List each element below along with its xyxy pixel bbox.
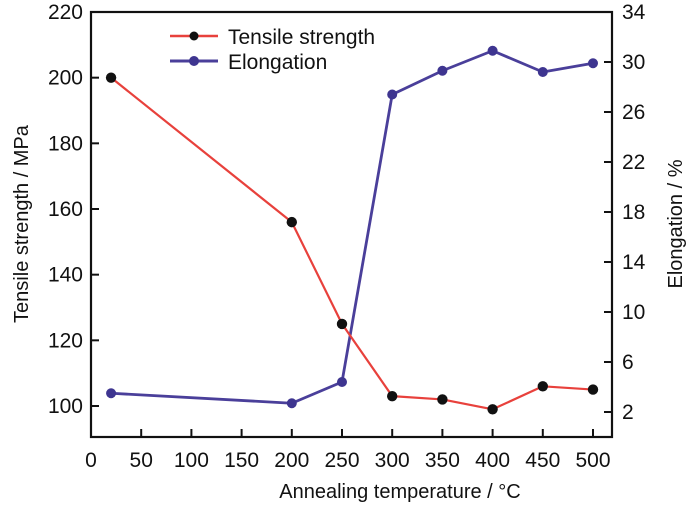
y-right-tick-label: 14	[622, 251, 646, 274]
y-right-tick-label: 10	[622, 301, 645, 324]
series-line-tensile-strength	[110, 76, 594, 411]
legend-label-tensile-strength: Tensile strength	[228, 26, 375, 49]
y-left-tick-label: 220	[48, 1, 83, 24]
data-point-tensile-strength	[387, 390, 398, 402]
y-left-axis-ticks: 100 120 140 160 180 200 220	[48, 1, 99, 418]
data-point-tensile-strength	[537, 381, 548, 392]
legend-label-elongation: Elongation	[228, 51, 327, 74]
legend-marker-elongation	[189, 56, 199, 66]
x-axis-title: Annealing temperature / °C	[279, 481, 520, 503]
legend-item-tensile-strength: Tensile strength	[170, 26, 375, 49]
x-tick-label: 250	[324, 449, 359, 472]
plot-area-border	[89, 10, 614, 439]
x-tick-label: 450	[525, 449, 560, 472]
x-tick-label: 0	[85, 449, 97, 472]
x-tick-label: 200	[274, 449, 309, 472]
x-tick-label: 400	[475, 449, 510, 472]
data-point-elongation	[588, 58, 598, 69]
data-point-tensile-strength	[437, 394, 448, 405]
y-left-tick-label: 200	[48, 67, 83, 90]
data-point-elongation	[337, 377, 347, 387]
data-point-elongation	[106, 388, 117, 399]
x-tick-label: 50	[130, 449, 153, 472]
y-right-tick-label: 34	[622, 1, 646, 24]
y-right-axis-title: Elongation / %	[665, 159, 687, 288]
data-point-tensile-strength	[487, 404, 498, 415]
x-tick-label: 350	[425, 449, 460, 472]
x-tick-label: 500	[575, 449, 610, 472]
data-point-elongation	[286, 398, 297, 409]
y-left-tick-label: 100	[48, 395, 83, 418]
series-tensile-strength	[105, 72, 599, 415]
y-right-tick-label: 30	[622, 51, 645, 74]
data-point-elongation	[537, 67, 548, 77]
y-left-axis-title: Tensile strength / MPa	[11, 124, 33, 323]
legend: Tensile strength Elongation	[170, 26, 375, 74]
y-right-tick-label: 2	[622, 401, 634, 424]
data-point-elongation	[487, 45, 498, 56]
data-point-tensile-strength	[286, 216, 297, 228]
x-tick-label: 300	[375, 449, 410, 472]
y-right-tick-label: 26	[622, 101, 645, 124]
series-layer	[105, 45, 599, 415]
data-point-tensile-strength	[587, 384, 599, 395]
y-right-tick-label: 22	[622, 151, 645, 174]
y-left-tick-label: 180	[48, 132, 83, 155]
y-right-tick-label: 18	[622, 201, 645, 224]
legend-marker-tensile-strength	[189, 31, 199, 41]
data-point-tensile-strength	[336, 318, 348, 330]
data-point-elongation	[387, 89, 398, 100]
series-elongation	[106, 45, 598, 409]
y-left-tick-label: 140	[48, 264, 83, 287]
data-point-elongation	[437, 65, 448, 76]
y-left-tick-label: 160	[48, 198, 83, 221]
y-right-tick-label: 6	[622, 351, 634, 374]
legend-item-elongation: Elongation	[170, 51, 327, 74]
x-tick-label: 150	[224, 449, 259, 472]
y-left-tick-label: 120	[48, 329, 83, 352]
data-point-tensile-strength	[105, 72, 117, 83]
plot-frame	[89, 10, 614, 439]
series-line-elongation	[111, 49, 594, 405]
x-tick-label: 100	[174, 449, 209, 472]
x-axis-ticks: 0 50 100 150 200 250 300 350 400 450 500	[85, 429, 611, 472]
